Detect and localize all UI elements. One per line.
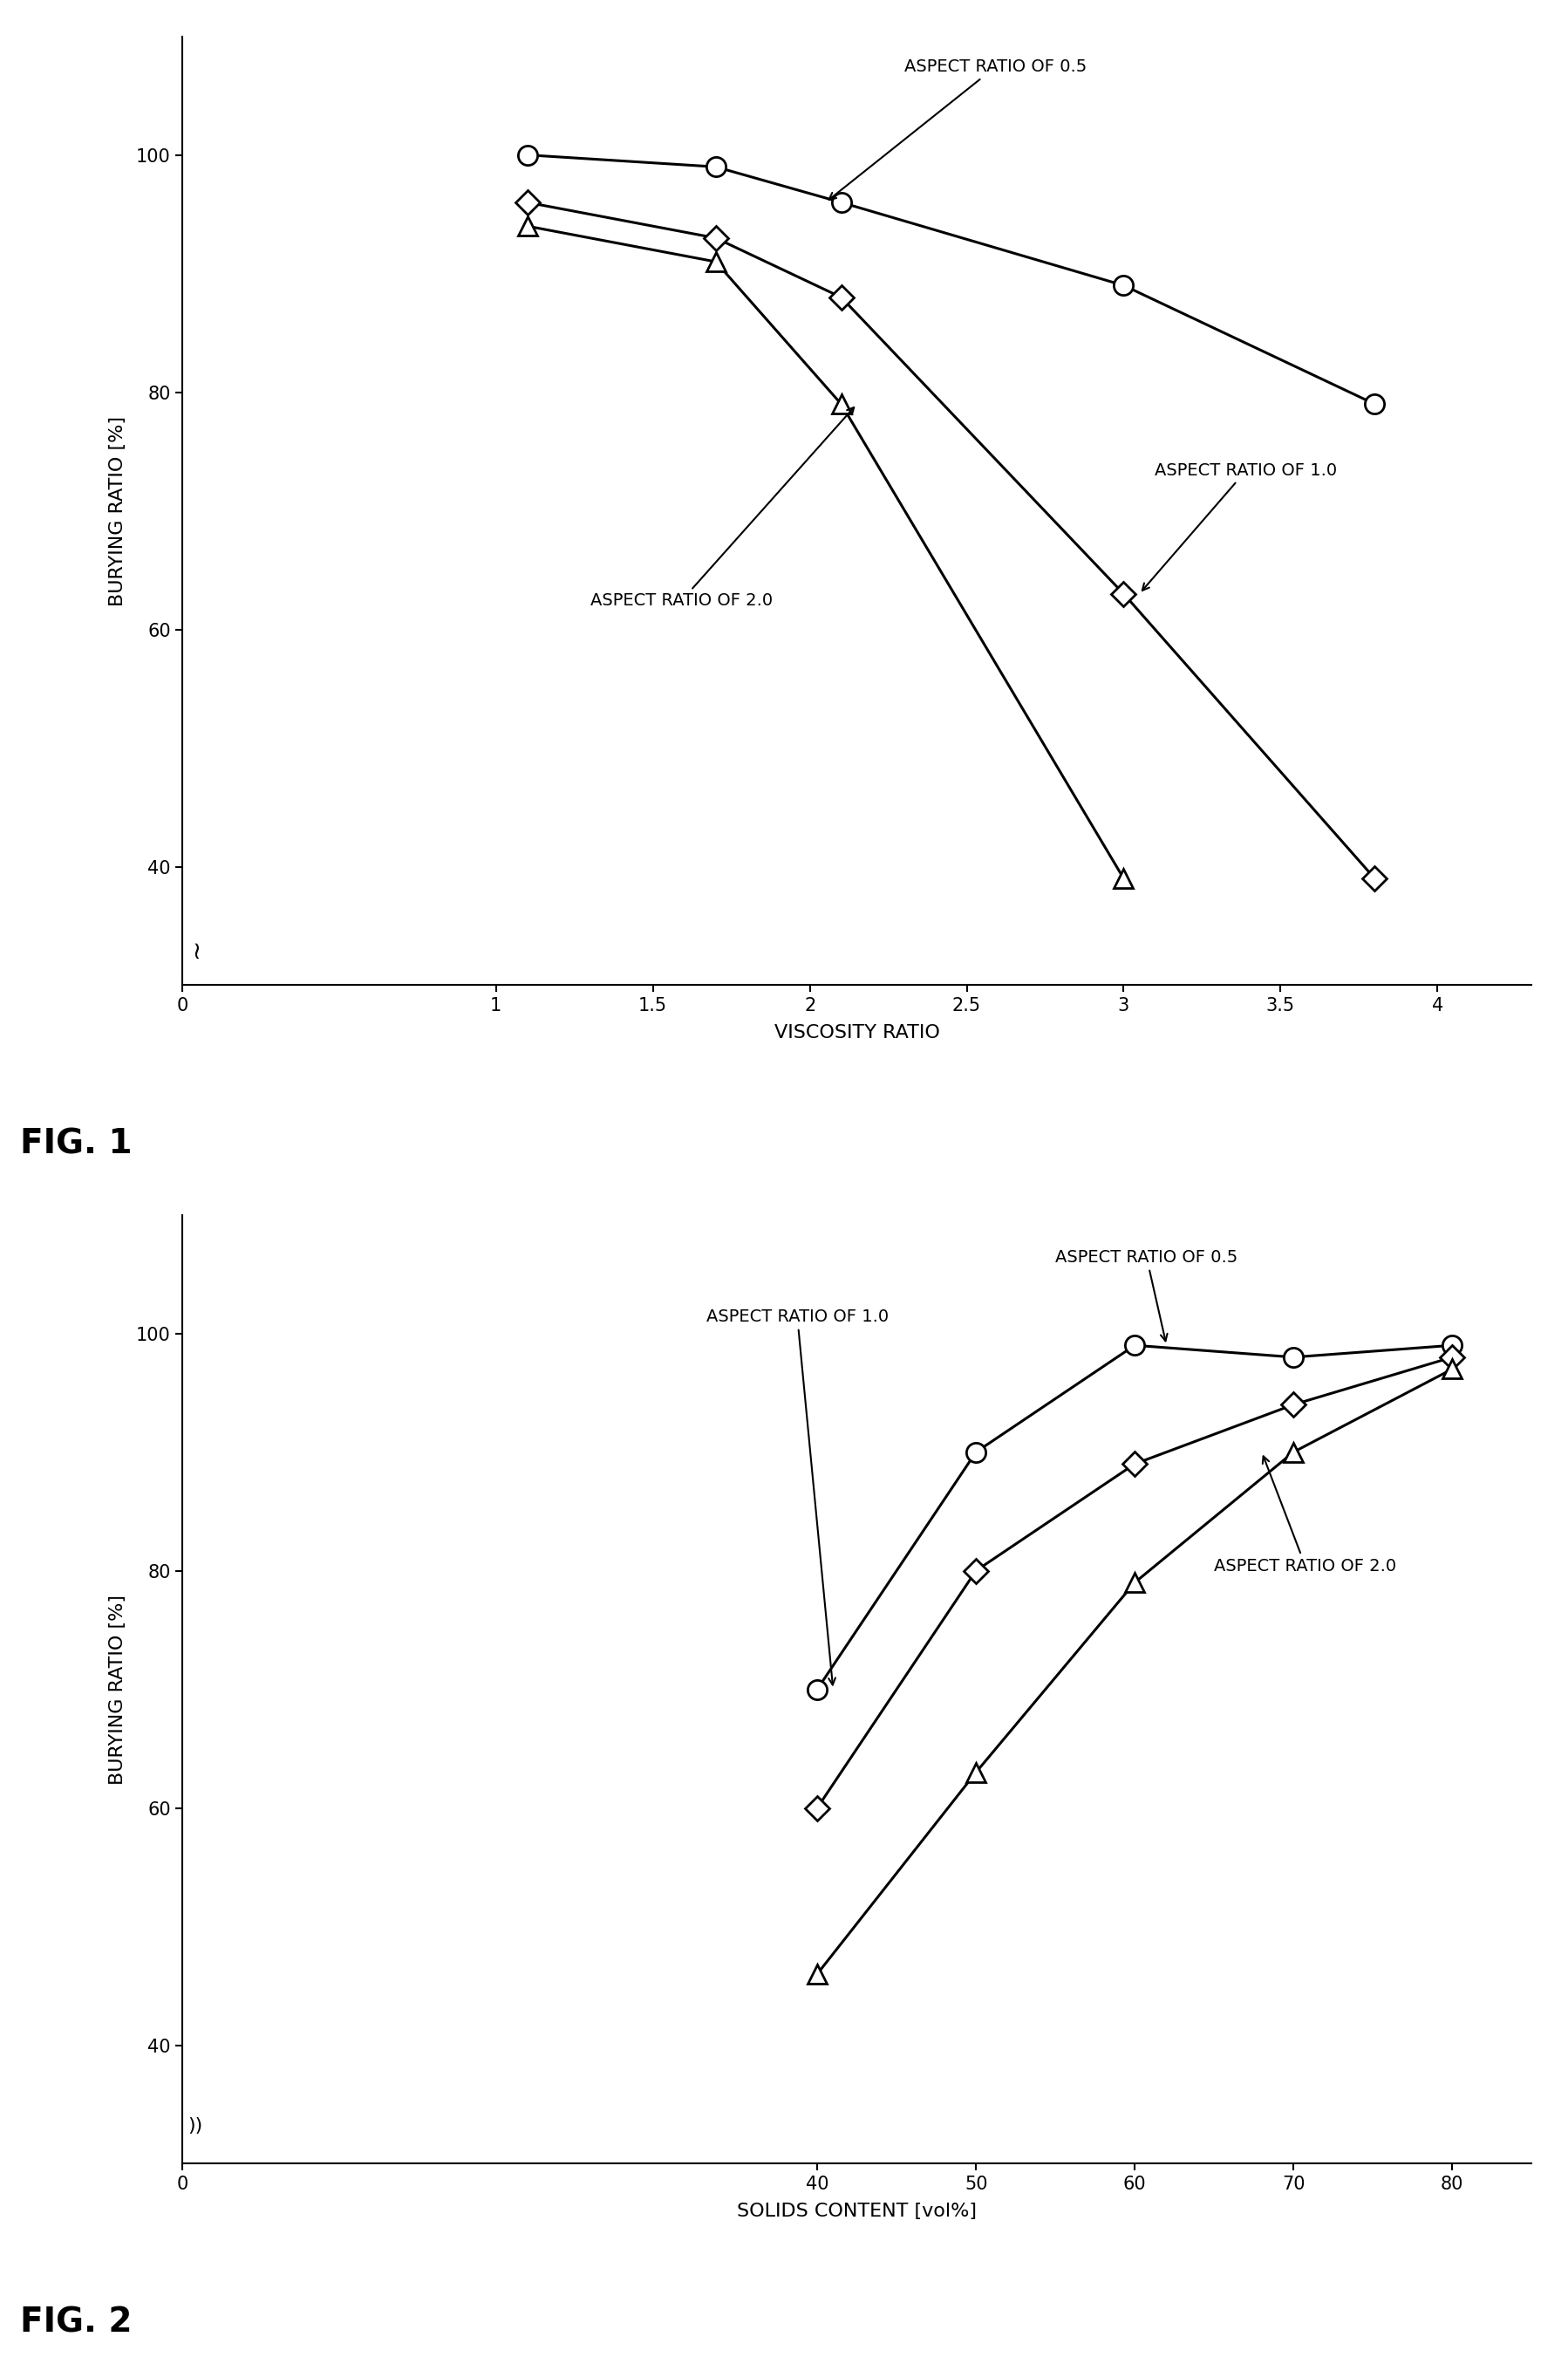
X-axis label: SOLIDS CONTENT [vol%]: SOLIDS CONTENT [vol%] (737, 2201, 977, 2220)
Text: ~: ~ (183, 938, 209, 957)
Y-axis label: BURYING RATIO [%]: BURYING RATIO [%] (108, 415, 127, 606)
Text: )): )) (188, 2117, 204, 2135)
Text: ASPECT RATIO OF 2.0: ASPECT RATIO OF 2.0 (1214, 1457, 1397, 1574)
X-axis label: VISCOSITY RATIO: VISCOSITY RATIO (775, 1023, 939, 1042)
Text: FIG. 2: FIG. 2 (20, 2305, 132, 2338)
Text: ASPECT RATIO OF 2.0: ASPECT RATIO OF 2.0 (590, 408, 855, 608)
Text: ASPECT RATIO OF 1.0: ASPECT RATIO OF 1.0 (706, 1308, 889, 1685)
Text: ASPECT RATIO OF 0.5: ASPECT RATIO OF 0.5 (829, 59, 1087, 200)
Y-axis label: BURYING RATIO [%]: BURYING RATIO [%] (108, 1593, 127, 1784)
Text: ASPECT RATIO OF 1.0: ASPECT RATIO OF 1.0 (1142, 462, 1338, 592)
Text: ASPECT RATIO OF 0.5: ASPECT RATIO OF 0.5 (1055, 1249, 1237, 1341)
Text: FIG. 1: FIG. 1 (20, 1127, 132, 1160)
